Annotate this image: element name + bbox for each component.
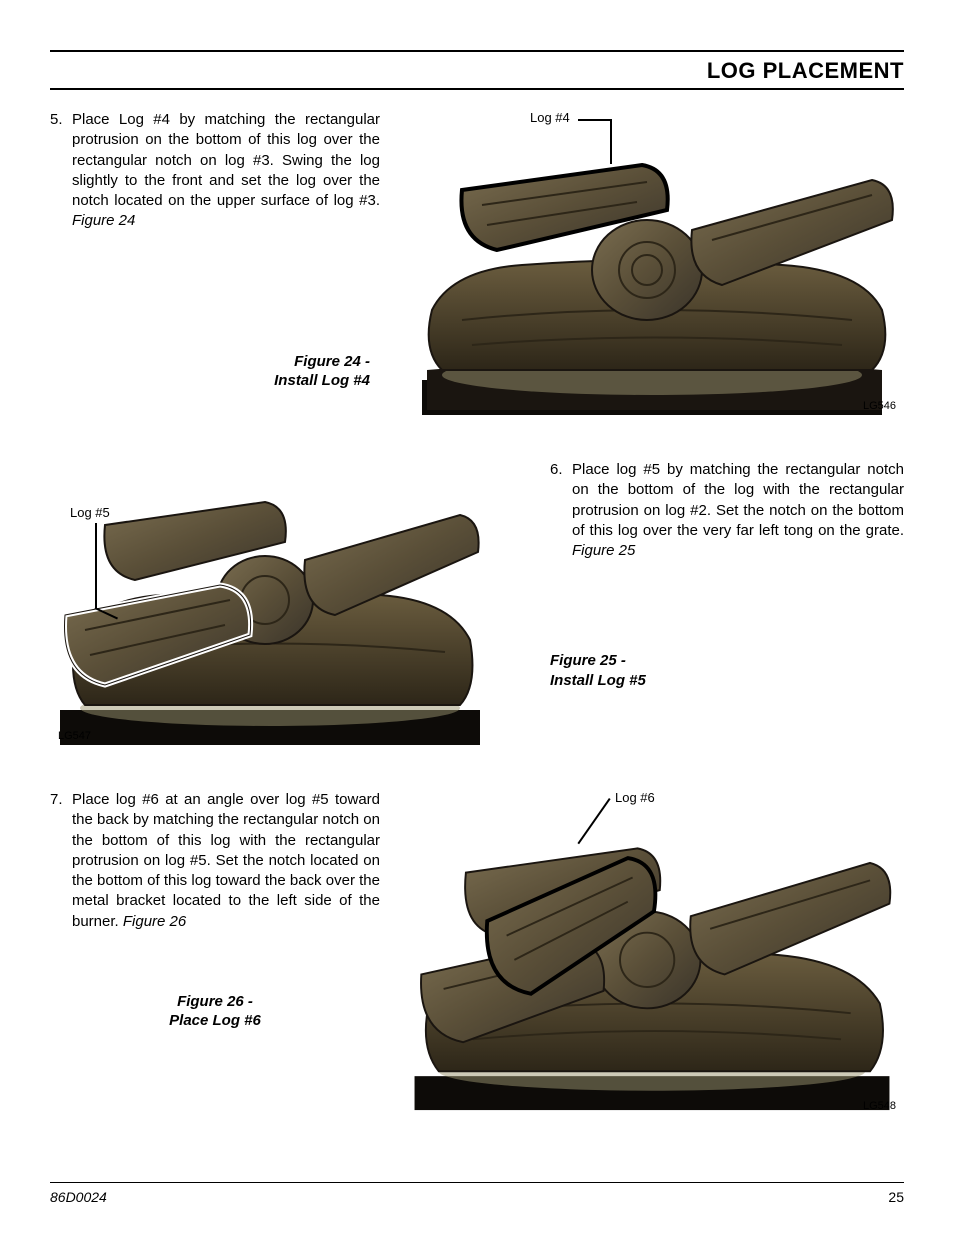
- block-step7: 7. Place log #6 at an angle over log #5 …: [50, 790, 904, 1120]
- step7-body: Place log #6 at an angle over log #5 tow…: [72, 790, 380, 932]
- figure25-caption-line1: Figure 25 -: [550, 651, 904, 671]
- figure25-caption: Figure 25 - Install Log #5: [550, 651, 904, 690]
- step5-number: 5.: [50, 110, 72, 232]
- step7-text: Place log #6 at an angle over log #5 tow…: [72, 791, 380, 930]
- figure24-label: Log #4: [530, 110, 570, 125]
- step5-body: Place Log #4 by matching the rectangular…: [72, 110, 380, 232]
- block-step6: Log #5 LG547 6. Place log #5 by matching…: [50, 460, 904, 750]
- figure25-label: Log #5: [70, 505, 110, 520]
- figure24-container: Log #4 LG546: [400, 110, 904, 420]
- figure24-caption-line2: Install Log #4: [50, 371, 370, 391]
- step7-text-column: 7. Place log #6 at an angle over log #5 …: [50, 790, 380, 1031]
- figure24-code: LG546: [863, 400, 896, 412]
- figure26-label: Log #6: [615, 790, 655, 805]
- step6-text: Place log #5 by matching the rectangular…: [572, 461, 904, 539]
- footer-page-number: 25: [888, 1189, 904, 1205]
- figure25-code: LG547: [58, 730, 91, 742]
- figure24-image: [400, 110, 904, 420]
- figure26-container: Log #6 LG548: [400, 790, 904, 1120]
- figure25-image: [50, 460, 490, 750]
- footer-doc-number: 86D0024: [50, 1189, 107, 1205]
- figure26-image: [400, 790, 904, 1120]
- step5-figref: Figure 24: [72, 212, 135, 229]
- figure24-caption-line1: Figure 24 -: [50, 352, 370, 372]
- step5-text-column: 5. Place Log #4 by matching the rectangu…: [50, 110, 380, 391]
- figure26-caption-line1: Figure 26 -: [50, 992, 380, 1012]
- top-rule: [50, 50, 904, 52]
- step7-figref: Figure 26: [123, 913, 186, 930]
- figure26-caption-line2: Place Log #6: [50, 1011, 380, 1031]
- figure25-caption-line2: Install Log #5: [550, 671, 904, 691]
- step7-number: 7.: [50, 790, 72, 932]
- figure25-container: Log #5 LG547: [50, 460, 490, 750]
- step6-text-column: 6. Place log #5 by matching the rectangu…: [510, 460, 904, 690]
- page-footer: 86D0024 25: [50, 1183, 904, 1205]
- section-header: LOG PLACEMENT: [50, 58, 904, 90]
- step6-figref: Figure 25: [572, 542, 635, 559]
- figure24-caption: Figure 24 - Install Log #4: [50, 352, 380, 391]
- block-step5: 5. Place Log #4 by matching the rectangu…: [50, 110, 904, 420]
- step5-text: Place Log #4 by matching the rectangular…: [72, 111, 380, 209]
- figure26-caption: Figure 26 - Place Log #6: [50, 992, 380, 1031]
- step6-body: Place log #5 by matching the rectangular…: [572, 460, 904, 561]
- step6-number: 6.: [550, 460, 572, 561]
- figure26-code: LG548: [863, 1100, 896, 1112]
